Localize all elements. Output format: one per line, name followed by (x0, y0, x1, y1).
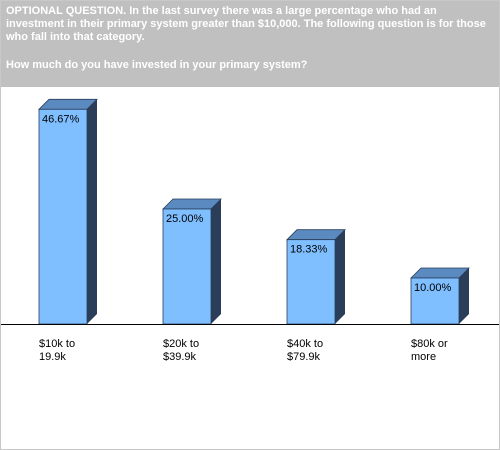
bar-top (410, 267, 470, 279)
bar-top (162, 198, 222, 210)
data-label: 10.00% (414, 282, 452, 294)
bar-group: 46.67% (38, 98, 98, 325)
bar-side (87, 99, 97, 325)
data-label: 18.33% (290, 244, 328, 256)
bar-top (38, 98, 98, 110)
bar-side (211, 199, 221, 324)
data-label: 46.67% (42, 113, 80, 125)
x-tick-label: $20k to $39.9k (163, 338, 200, 363)
bar-group: 18.33% (286, 229, 346, 325)
question-header: OPTIONAL QUESTION. In the last survey th… (1, 1, 499, 87)
bar-top (286, 229, 346, 241)
question-text: How much do you have invested in your pr… (6, 59, 308, 71)
x-tick-label: $40k to $79.9k (287, 338, 324, 363)
bar-chart: 46.67% 25.00% 18.33% 10.00% (1, 98, 499, 325)
bar-group: 25.00% (162, 198, 222, 325)
x-tick-label: $80k or more (411, 338, 448, 363)
question-intro: OPTIONAL QUESTION. In the last survey th… (6, 5, 486, 43)
bar-side (459, 268, 469, 324)
bar (38, 108, 88, 325)
data-label: 25.00% (166, 213, 204, 225)
bar-group: 10.00% (410, 267, 470, 325)
bar-side (335, 229, 345, 324)
bar (286, 239, 336, 325)
x-tick-label: $10k to 19.9k (39, 338, 76, 363)
bar (162, 208, 212, 325)
